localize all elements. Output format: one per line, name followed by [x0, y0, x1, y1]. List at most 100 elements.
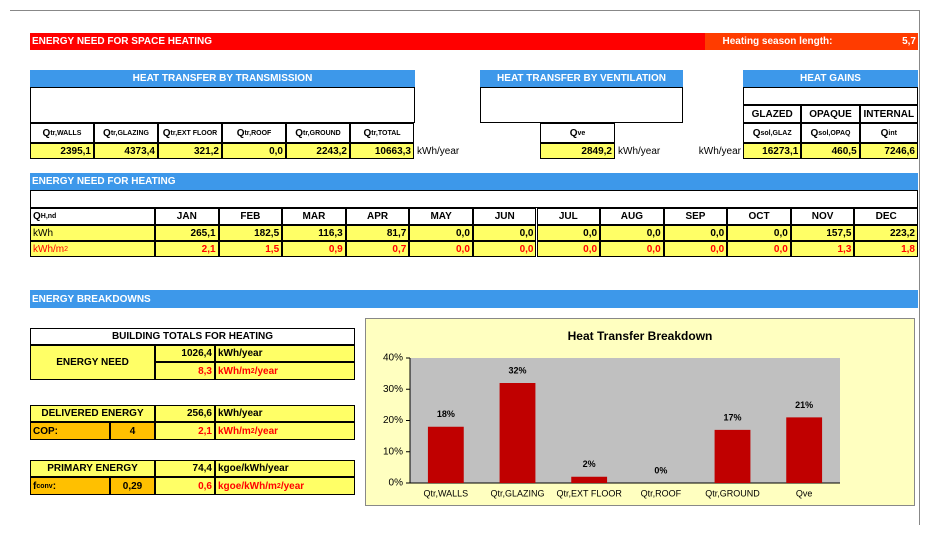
group-header: GLAZED — [743, 105, 802, 123]
unit: kWh/m 2/year — [215, 422, 355, 440]
value-cell: 1,8 — [854, 241, 918, 257]
value-cell: 0,0 — [472, 225, 537, 241]
text-part: kWh/m — [218, 365, 251, 377]
block-sublabel: f conv: — [30, 477, 110, 495]
value-cell: 2243,2 — [286, 143, 350, 159]
value-cell: 0,0 — [409, 225, 473, 241]
text-part: tr,TOTAL — [371, 129, 401, 137]
month-header: MAR — [282, 208, 346, 225]
value-cell: 0,0 — [536, 241, 601, 257]
text-part: 2 — [250, 427, 255, 435]
unit: kWh/year — [618, 145, 661, 157]
month-header: FEB — [218, 208, 283, 225]
text-part: tr,ROOF — [244, 129, 272, 137]
block-subvalue: 0,29 — [110, 477, 155, 495]
text-part: /year — [254, 365, 279, 377]
text-part: Q — [569, 127, 578, 139]
y-tick-label: 0% — [389, 478, 404, 489]
text-part: conv — [36, 482, 53, 490]
value-cell: 0,0 — [222, 143, 286, 159]
text-part: Q — [33, 211, 41, 222]
value-cell: 0,0 — [409, 241, 473, 257]
month-header: AUG — [600, 208, 664, 225]
blank-cell — [743, 87, 918, 105]
section-title: ENERGY BREAKDOWNS — [30, 290, 918, 308]
text-part: Q — [810, 127, 819, 139]
value-cell: 7246,6 — [859, 143, 918, 159]
value-cell: 10663,3 — [350, 143, 414, 159]
text-part: Q — [880, 127, 889, 139]
value-label: 0% — [654, 465, 667, 475]
text-part: 2 — [276, 482, 281, 490]
blank-cell — [480, 87, 683, 123]
row-header: Q H,nd — [30, 208, 155, 225]
value-cell: 0,0 — [472, 241, 537, 257]
season-value: 5,7 — [850, 33, 918, 50]
text-part: /year — [254, 425, 279, 437]
value-cell: 81,7 — [345, 225, 410, 241]
text-part: sol,OPAQ — [818, 129, 851, 137]
x-tick-label: Qtr,EXT FLOOR — [556, 488, 622, 498]
value-label: 32% — [508, 365, 526, 375]
value-cell: 74,4 — [155, 460, 215, 477]
unit: kWh/year — [215, 345, 355, 362]
value-cell: 223,2 — [854, 225, 918, 241]
unit: kgoe/kWh/year — [215, 460, 355, 477]
group-header: INTERNAL — [859, 105, 918, 123]
text-part: Q — [752, 127, 761, 139]
value-label: 21% — [795, 400, 813, 410]
text-part: tr,GLAZING — [110, 129, 149, 137]
month-header: MAY — [409, 208, 473, 225]
x-tick-label: Qve — [796, 488, 813, 498]
text-part: f — [33, 480, 37, 492]
section-title: HEAT GAINS — [743, 70, 918, 87]
bar — [499, 383, 536, 483]
value-cell: 0,0 — [600, 225, 664, 241]
sheet-title: ENERGY NEED FOR SPACE HEATING — [30, 33, 705, 50]
month-header: APR — [345, 208, 410, 225]
value-label: 17% — [723, 412, 741, 422]
unit: kWh/year — [417, 145, 460, 157]
value-cell: 256,6 — [155, 405, 215, 422]
month-header: SEP — [663, 208, 728, 225]
text-part: kWh/m — [218, 425, 251, 437]
bar — [786, 417, 823, 483]
x-tick-label: Qtr,GLAZING — [490, 488, 544, 498]
value-cell: 2395,1 — [30, 143, 94, 159]
x-tick-label: Qtr,GROUND — [705, 488, 760, 498]
value-cell: 0,0 — [727, 225, 791, 241]
text-part: kgoe/kWh/m — [218, 480, 277, 492]
row-unit: kWh — [30, 225, 155, 241]
text-part: Q — [295, 127, 304, 139]
month-header: DEC — [854, 208, 918, 225]
text-part: H,nd — [40, 213, 57, 220]
bar — [714, 429, 751, 483]
text-part: Q — [42, 127, 51, 139]
section-title: HEAT TRANSFER BY TRANSMISSION — [30, 70, 415, 87]
value-cell: 265,1 — [155, 225, 219, 241]
block-subvalue: 4 — [110, 422, 155, 440]
unit: kWh/year — [698, 145, 741, 157]
unit: kgoe/kWh/m 2/year — [215, 477, 355, 495]
text-part: sol,GLAZ — [760, 129, 792, 137]
value-cell: 321,2 — [158, 143, 222, 159]
block-label: ENERGY NEED — [30, 345, 155, 380]
text-part: Q — [162, 127, 171, 139]
y-tick-label: 20% — [383, 415, 403, 426]
text-part: ve — [577, 129, 586, 137]
text-part: int — [888, 129, 897, 137]
value-label: 18% — [437, 409, 455, 419]
season-label: Heating season length: — [705, 33, 850, 50]
value-cell: 0,9 — [282, 241, 346, 257]
text-part: Q — [236, 127, 245, 139]
section-title: ENERGY NEED FOR HEATING — [30, 173, 918, 190]
value-cell: 1,3 — [790, 241, 855, 257]
text-part: tr,WALLS — [50, 129, 82, 137]
section-title: HEAT TRANSFER BY VENTILATION — [480, 70, 683, 87]
